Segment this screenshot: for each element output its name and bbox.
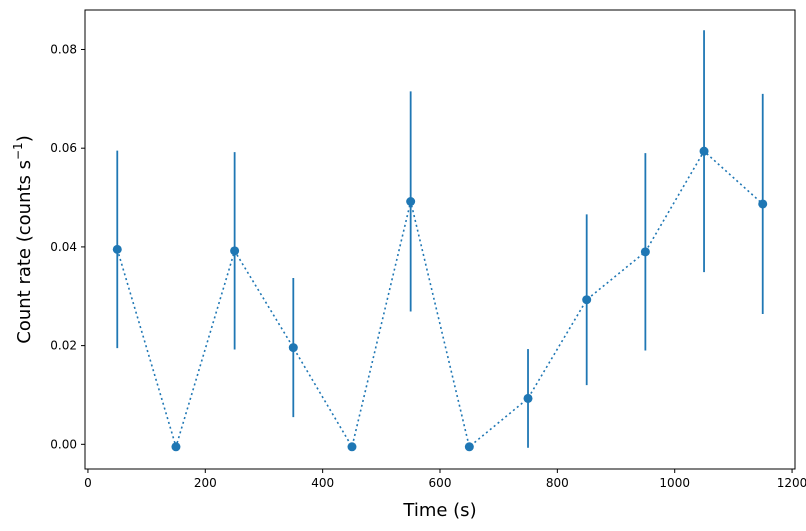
data-point	[406, 196, 416, 206]
y-tick-label: 0.08	[50, 42, 77, 56]
data-point	[288, 343, 298, 353]
y-axis-label: Count rate (counts s−1)	[11, 135, 35, 343]
x-tick-label: 1200	[777, 476, 806, 490]
data-point	[582, 295, 592, 305]
plot-area	[112, 30, 768, 452]
series-line	[116, 149, 764, 450]
y-axis-label-close: )	[14, 135, 35, 142]
y-axis-ticks: 0.00 0.02 0.04 0.06 0.08	[50, 42, 85, 451]
data-point	[171, 442, 181, 452]
x-tick-label: 400	[311, 476, 334, 490]
data-point	[464, 442, 474, 452]
data-point	[112, 244, 122, 254]
x-tick-label: 600	[429, 476, 452, 490]
y-tick-label: 0.06	[50, 141, 77, 155]
x-axis-label: Time (s)	[402, 500, 476, 521]
y-tick-label: 0.04	[50, 240, 77, 254]
data-point	[523, 393, 533, 403]
y-tick-label: 0.02	[50, 339, 77, 353]
y-axis-label-main: Count rate (counts s	[14, 160, 35, 344]
x-tick-label: 200	[194, 476, 217, 490]
plot-frame	[84, 9, 796, 470]
y-axis-label-superscript: −1	[11, 142, 25, 160]
x-tick-label: 800	[546, 476, 569, 490]
data-point	[758, 199, 768, 209]
data-point	[347, 442, 357, 452]
y-tick-label: 0.00	[50, 437, 77, 451]
data-point	[699, 146, 709, 156]
x-tick-label: 0	[84, 476, 92, 490]
data-point	[640, 247, 650, 257]
x-tick-label: 1000	[659, 476, 690, 490]
data-point	[230, 246, 240, 256]
x-axis-ticks: 0 200 400 600 800 1000 1200	[84, 469, 806, 490]
